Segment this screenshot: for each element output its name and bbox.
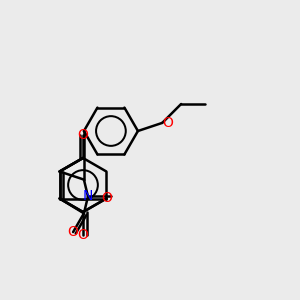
Text: O: O (78, 128, 88, 142)
Text: O: O (68, 225, 79, 239)
Text: O: O (162, 116, 173, 130)
Text: O: O (101, 191, 112, 206)
Text: O: O (78, 228, 88, 242)
Text: N: N (83, 190, 93, 203)
